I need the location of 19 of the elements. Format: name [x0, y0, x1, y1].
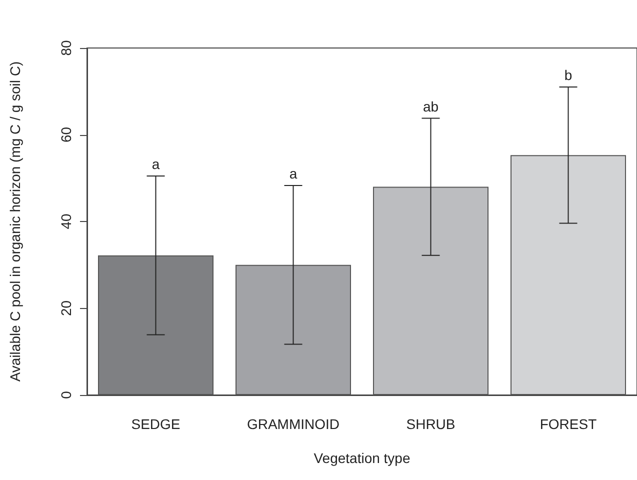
x-tick-label: FOREST	[540, 416, 598, 432]
annotation: a	[289, 166, 298, 182]
y-tick-label: 40	[58, 214, 74, 230]
annotation: ab	[422, 98, 439, 114]
y-tick-label: 20	[58, 300, 74, 316]
y-tick-label: 80	[58, 40, 74, 56]
y-axis-title: Available C pool in organic horizon (mg C / g soil C)	[7, 61, 23, 382]
bar	[510, 155, 626, 395]
y-tick-label: 0	[58, 390, 74, 399]
annotation: a	[152, 156, 160, 172]
x-tick-label: SHRUB	[406, 416, 456, 432]
annotation: b	[564, 67, 572, 84]
x-axis-title: Vegetation type	[314, 450, 410, 466]
y-tick-label: 60	[58, 126, 74, 143]
bar	[373, 186, 488, 395]
bar	[236, 264, 351, 395]
x-tick-label: GRAMMINOID	[246, 416, 340, 432]
x-tick-label: SEDGE	[131, 416, 180, 432]
bar	[98, 255, 214, 395]
